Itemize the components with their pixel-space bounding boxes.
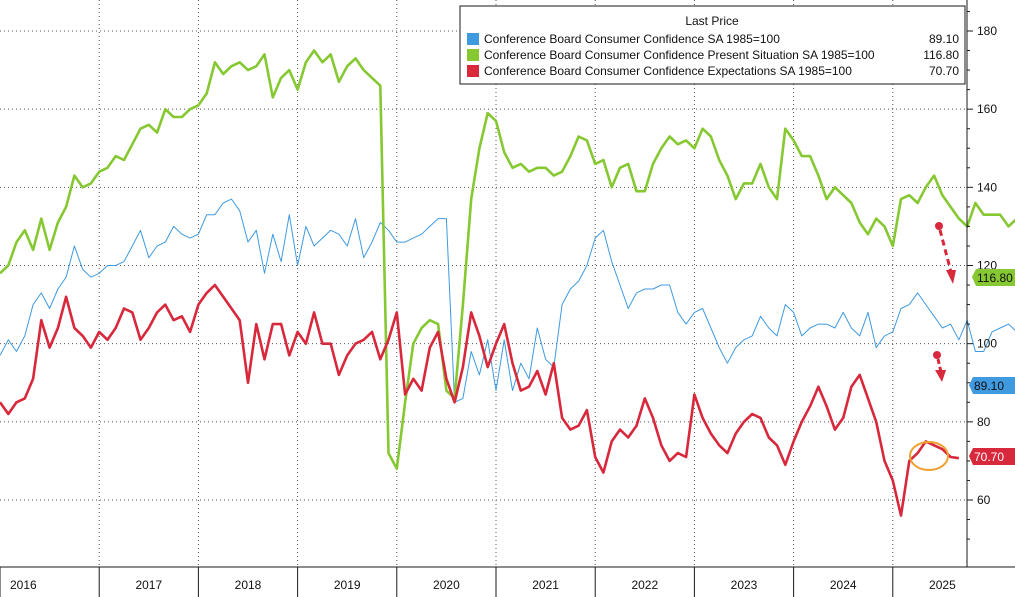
x-tick-label: 2022 [631, 578, 658, 592]
legend-swatch-green [467, 49, 479, 61]
x-tick-label: 2021 [532, 578, 559, 592]
blue-badge-text: 89.10 [974, 379, 1004, 393]
legend-value-blue: 89.10 [929, 32, 959, 46]
red-last-price-badge: 70.70 [969, 448, 1015, 465]
legend-header: Last Price [685, 14, 739, 28]
x-tick-label: 2020 [433, 578, 460, 592]
legend-value-red: 70.70 [929, 64, 959, 78]
x-tick-label: 2024 [830, 578, 857, 592]
legend-swatch-blue [467, 33, 479, 45]
legend-swatch-red [467, 65, 479, 77]
trend-arrow-lower [933, 351, 946, 382]
grid-layer [0, 0, 967, 567]
legend: Last Price Conference Board Consumer Con… [459, 5, 966, 85]
x-tick-label: 2025 [929, 578, 956, 592]
series-layer [0, 49, 1015, 517]
annotation-layer [909, 222, 956, 471]
x-tick-label: 2017 [135, 578, 162, 592]
green-last-price-badge: 116.80 [972, 269, 1015, 286]
legend-box [459, 5, 966, 85]
legend-label-blue: Conference Board Consumer Confidence SA … [484, 32, 780, 46]
green-badge-text: 116.80 [977, 271, 1013, 285]
plot-area [0, 0, 967, 567]
y-tick-label: 140 [977, 180, 997, 194]
y-tick-label: 160 [977, 102, 997, 116]
x-tick-label: 2018 [235, 578, 262, 592]
y-tick-label: 180 [977, 24, 997, 38]
legend-value-green: 116.80 [923, 48, 959, 62]
highlight-circle [909, 441, 949, 471]
y-tick-label: 100 [977, 337, 997, 351]
y-tick-label: 80 [977, 415, 991, 429]
x-tick-label: 2016 [10, 578, 37, 592]
legend-label-green: Conference Board Consumer Confidence Pre… [484, 48, 875, 62]
series-line-green [0, 49, 1015, 471]
badge-layer: 116.80 89.10 70.70 [969, 269, 1015, 465]
blue-last-price-badge: 89.10 [969, 377, 1015, 394]
x-tick-label: 2019 [334, 578, 361, 592]
series-line-blue [0, 198, 1015, 403]
series-line-red [0, 283, 960, 517]
legend-label-red: Conference Board Consumer Confidence Exp… [484, 64, 852, 78]
trend-arrow-upper [935, 222, 956, 284]
y-tick-label: 60 [977, 493, 991, 507]
red-badge-text: 70.70 [974, 450, 1004, 464]
x-tick-label: 2023 [731, 578, 758, 592]
